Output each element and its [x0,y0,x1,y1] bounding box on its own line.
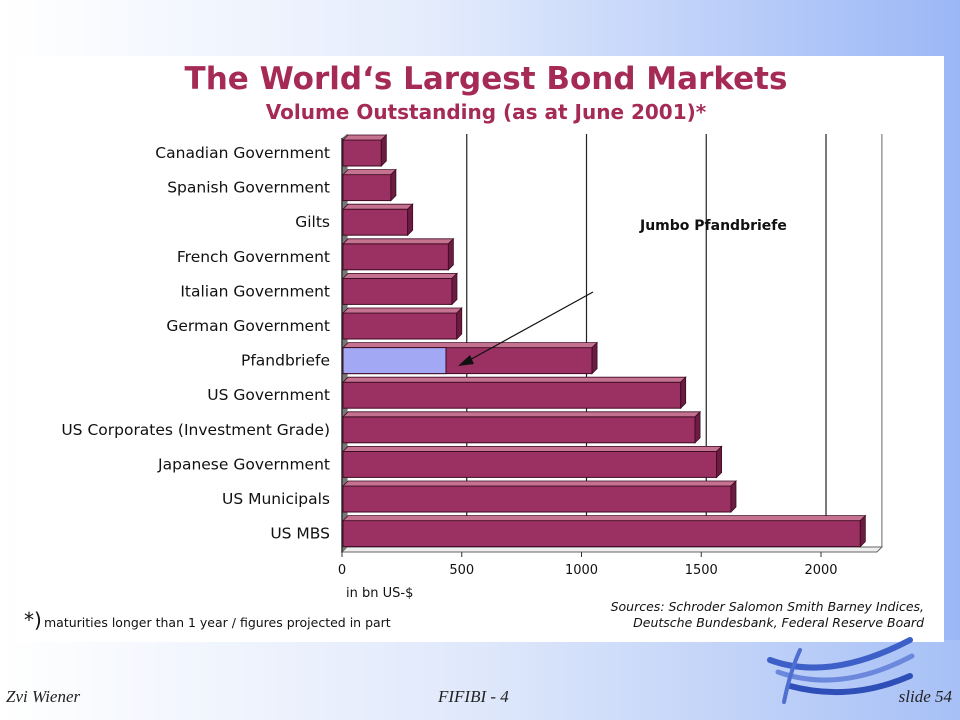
sources-line-1: Sources: Schroder Salomon Smith Barney I… [611,599,924,614]
bar-top [342,342,599,349]
bar [342,416,696,444]
bar [342,450,718,478]
bar-side [390,168,397,202]
annotation-arrow-line [465,291,594,363]
bar-top [342,411,702,418]
chart-panel: The World‘s Largest Bond Markets Volume … [16,56,944,642]
bar-side [456,307,463,340]
category-label: Gilts [295,213,330,231]
bar-top [342,203,414,210]
bar-top [342,134,388,141]
bar [342,243,449,271]
swoosh-logo-icon [767,637,915,704]
x-tick-label: 1500 [685,563,718,578]
bar-side [680,376,687,410]
category-label: Canadian Government [155,144,330,162]
bar-top [342,238,455,245]
annotation-arrowhead [458,355,474,366]
bar [342,139,382,167]
x-tick-label: 2000 [804,563,837,578]
gridlines [340,134,884,557]
bar-side [694,410,701,444]
bar-top [342,272,458,279]
bar [342,277,453,305]
category-label: US Corporates (Investment Grade) [61,421,330,439]
bar [342,208,409,236]
bar [342,381,682,409]
bar-chart: The World‘s Largest Bond Markets Volume … [24,61,924,632]
bar-highlight-jumbo [342,347,447,375]
y-axis-wall [342,134,347,552]
bar-top [342,480,737,487]
bar-side [447,237,454,271]
footer-course: FIFIBI - 4 [438,687,509,706]
bars [342,134,867,548]
category-label: German Government [166,317,330,335]
category-label: US Government [207,386,330,404]
bar-top [342,376,687,383]
bar-side [716,445,723,479]
plot-floor [340,546,884,553]
annotation-jumbo-pfandbriefe: Jumbo Pfandbriefe [639,218,787,234]
bar-side [380,134,387,167]
x-axis-label: in bn US-$ [346,586,413,601]
x-tick-label: 0 [338,563,346,578]
bar-top [342,445,723,452]
bar-top [342,515,867,522]
bar [342,520,861,548]
bar-side [859,514,866,548]
bar [342,174,392,202]
footer-author: Zvi Wiener [6,687,81,706]
chart-title: The World‘s Largest Bond Markets [185,61,788,97]
footer-slide-number: slide 54 [898,687,952,706]
category-label: Italian Government [180,282,330,300]
bar-side [407,203,414,237]
bar-side [591,341,598,375]
x-tick-label: 500 [449,563,474,578]
bar-side [451,272,458,306]
x-tick-labels: 0 500 1000 1500 2000 [338,563,838,578]
bar-side [730,480,737,513]
bar [342,312,458,340]
bar-top [342,307,463,314]
category-label: Spanish Government [167,179,330,197]
chart-subtitle: Volume Outstanding (as at June 2001)* [266,100,707,124]
sources-line-2: Deutsche Bundesbank, Federal Reserve Boa… [633,615,924,630]
bar [342,485,732,513]
category-label: US Municipals [222,490,330,508]
category-label: US MBS [270,525,330,543]
category-label: Japanese Government [157,455,330,473]
footnote-mark: *) [24,608,42,632]
category-label: Pfandbriefe [241,352,330,370]
x-tick-label: 1000 [565,563,598,578]
category-label: French Government [177,248,330,266]
footnote: maturities longer than 1 year / figures … [44,615,391,630]
bar-top [342,169,397,175]
category-labels: Canadian Government Spanish Government Gil… [61,144,330,543]
